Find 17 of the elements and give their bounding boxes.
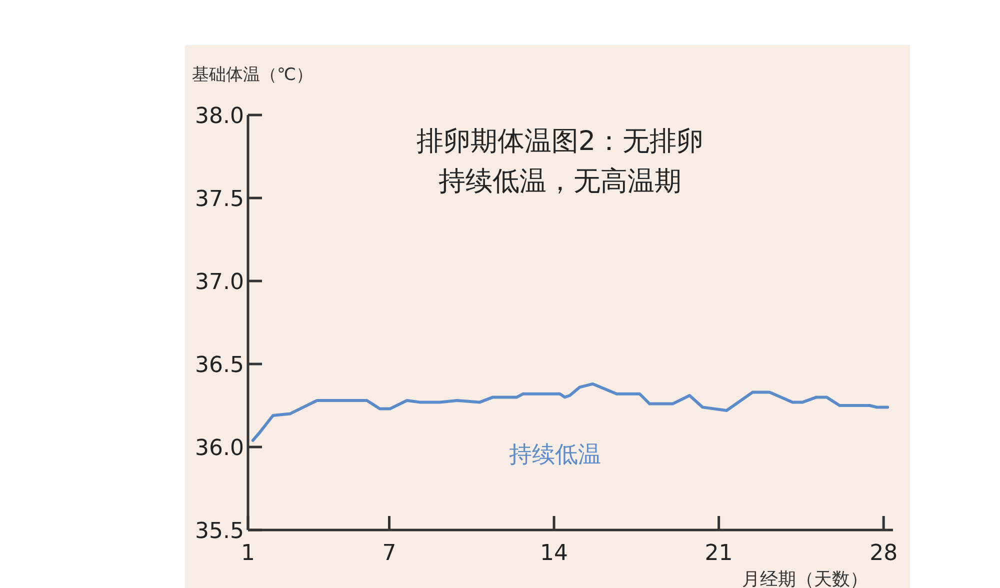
x-axis-title: 月经期（天数） [742,569,868,588]
text: 持续低温，无高温期 [438,166,682,197]
x-tick-label: 1 [241,541,255,566]
x-tick-label: 21 [704,541,733,566]
chart-title: 排卵期体温图2：无排卵 [416,126,704,157]
y-tick-label: 38.0 [195,104,244,129]
y-tick-label: 35.5 [195,519,244,544]
y-tick-label: 36.5 [195,353,244,378]
y-tick-label: 37.0 [195,270,244,295]
x-tick-label: 28 [870,541,898,566]
y-axis-title: 基础体温（℃） [192,65,314,85]
y-tick-label: 36.0 [195,436,244,461]
y-tick-label: 37.5 [195,187,244,212]
x-tick-label: 7 [382,541,396,566]
x-tick-label: 14 [540,541,568,566]
line-series [251,382,890,442]
annotation: 持续低温 [509,442,601,468]
